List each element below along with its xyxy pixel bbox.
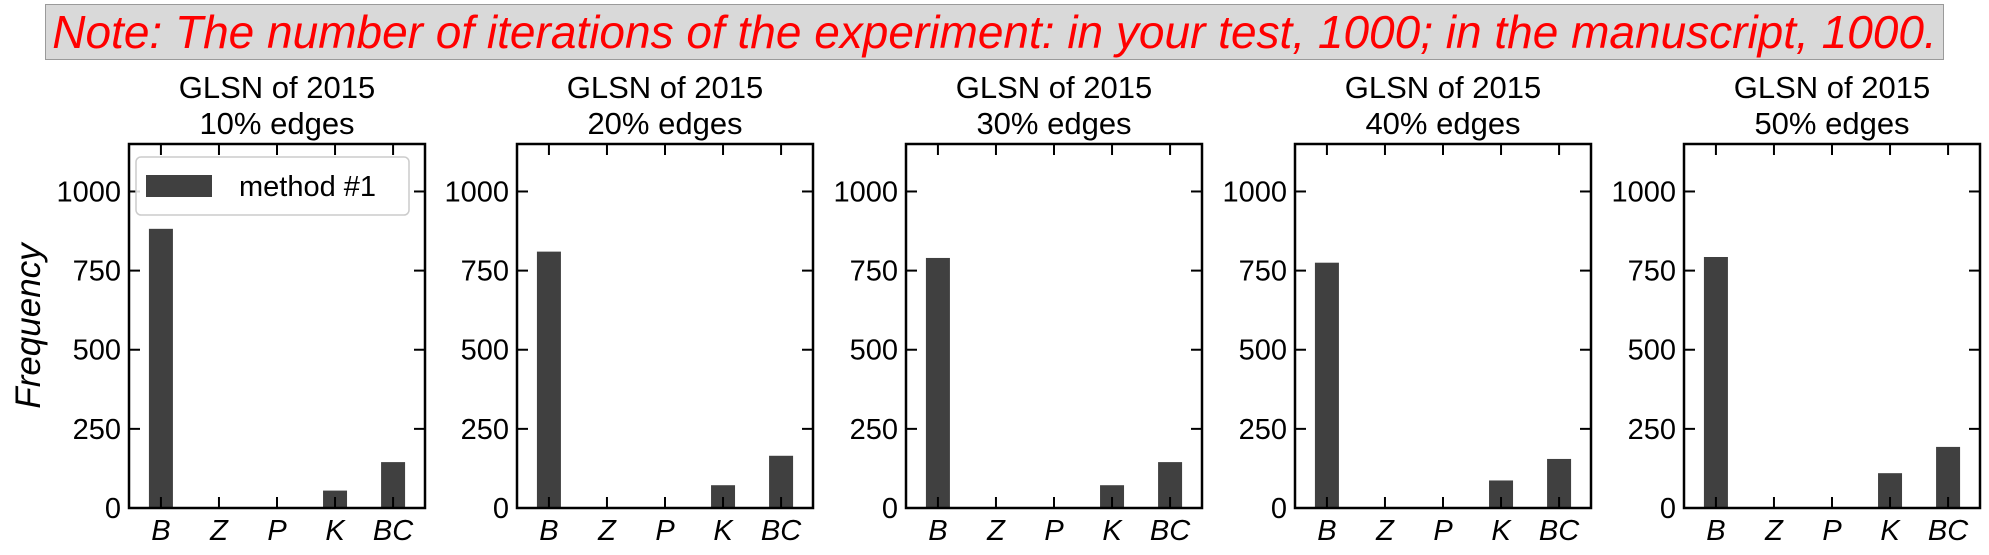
y-tick-label: 0	[882, 493, 898, 525]
legend-swatch	[146, 175, 212, 197]
y-tick-label: 500	[73, 335, 121, 367]
x-tick-label-bc: BC	[1928, 515, 1969, 547]
chart-title-line: GLSN of 2015	[956, 70, 1152, 105]
y-tick-label: 0	[105, 493, 121, 525]
bar-b	[925, 257, 950, 508]
x-tick-label-bc: BC	[761, 515, 802, 547]
chart-panel-1: GLSN of 2015 10% edges 0 250 500 750 1000 B Z P K B…	[9, 70, 427, 547]
iterations-note: Note: The number of iterations of the ex…	[45, 4, 1944, 60]
y-tick-label: 0	[1271, 493, 1287, 525]
plot-frame	[904, 142, 1204, 510]
x-tick-label-p: P	[655, 515, 675, 547]
y-tick-label: 500	[1239, 335, 1287, 367]
bar-b	[1703, 256, 1728, 508]
y-tick-label: 1000	[444, 176, 509, 208]
y-tick-label: 0	[493, 493, 509, 525]
chart-title: GLSN of 2015 30% edges	[956, 70, 1152, 141]
chart-title: GLSN of 2015 20% edges	[567, 70, 763, 141]
y-tick-label: 500	[1628, 335, 1676, 367]
legend-box	[135, 156, 410, 216]
x-tick-label-p: P	[1822, 515, 1842, 547]
plot-frame	[1682, 142, 1982, 510]
x-tick-label-k: K	[1491, 515, 1512, 547]
y-tick-label: 500	[461, 335, 509, 367]
chart-title-line: 40% edges	[1365, 106, 1520, 141]
chart-title: GLSN of 2015 10% edges	[179, 70, 375, 141]
y-tick-label: 250	[73, 414, 121, 446]
y-tick-label: 250	[1628, 414, 1676, 446]
y-tick-label: 250	[461, 414, 509, 446]
y-tick-label: 750	[461, 256, 509, 288]
plot-frame	[1293, 142, 1593, 510]
y-tick-label: 1000	[1222, 176, 1287, 208]
chart-title-line: GLSN of 2015	[179, 70, 375, 105]
chart-title-line: GLSN of 2015	[1345, 70, 1541, 105]
x-tick-label-b: B	[1706, 515, 1725, 547]
y-tick-label: 750	[850, 256, 898, 288]
bar-b	[148, 228, 173, 508]
y-axis-label: Frequency	[9, 241, 48, 409]
x-tick-label-k: K	[713, 515, 734, 547]
chart-title-line: GLSN of 2015	[567, 70, 763, 105]
plot-frame	[515, 142, 815, 510]
x-tick-label-b: B	[539, 515, 558, 547]
x-tick-label-z: Z	[1764, 515, 1784, 547]
y-tick-label: 500	[850, 335, 898, 367]
y-tick-label: 250	[1239, 414, 1287, 446]
chart-panel-4: GLSN of 2015 40% edges 0 250 500 750 1000 B Z P K B…	[1222, 70, 1593, 547]
chart-title: GLSN of 2015 40% edges	[1345, 70, 1541, 141]
x-tick-label-z: Z	[209, 515, 229, 547]
y-tick-label: 750	[1239, 256, 1287, 288]
legend-label: method #1	[239, 171, 376, 203]
y-tick-label: 250	[850, 414, 898, 446]
x-tick-label-b: B	[151, 515, 170, 547]
y-tick-label: 1000	[833, 176, 898, 208]
x-tick-label-bc: BC	[1150, 515, 1191, 547]
x-tick-label-z: Z	[986, 515, 1006, 547]
x-tick-label-z: Z	[597, 515, 617, 547]
bar-b	[536, 251, 561, 509]
x-tick-label-b: B	[928, 515, 947, 547]
chart-panel-5: GLSN of 2015 50% edges 0 250 500 750 1000 B Z P K B…	[1611, 70, 1982, 547]
x-tick-label-k: K	[1102, 515, 1123, 547]
y-tick-label: 750	[73, 256, 121, 288]
bar-b	[1314, 262, 1339, 508]
x-tick-label-bc: BC	[1539, 515, 1580, 547]
x-tick-label-bc: BC	[373, 515, 414, 547]
x-tick-label-p: P	[1044, 515, 1064, 547]
legend: method #1	[135, 156, 410, 216]
bar-k	[1100, 485, 1125, 508]
chart-panel-2: GLSN of 2015 20% edges 0 250 500 750 1000 B Z P K B…	[444, 70, 815, 547]
y-tick-label: 1000	[56, 176, 121, 208]
chart-title-line: 30% edges	[976, 106, 1131, 141]
chart-title: GLSN of 2015 50% edges	[1734, 70, 1930, 141]
y-tick-label: 1000	[1611, 176, 1676, 208]
x-tick-label-k: K	[1880, 515, 1901, 547]
x-tick-label-p: P	[1433, 515, 1453, 547]
chart-title-line: 20% edges	[587, 106, 742, 141]
chart-title-line: GLSN of 2015	[1734, 70, 1930, 105]
x-tick-label-p: P	[267, 515, 287, 547]
x-tick-label-b: B	[1317, 515, 1336, 547]
chart-title-line: 10% edges	[199, 106, 354, 141]
y-tick-label: 750	[1628, 256, 1676, 288]
x-tick-label-z: Z	[1375, 515, 1395, 547]
y-tick-label: 0	[1660, 493, 1676, 525]
bar-k	[711, 485, 736, 508]
chart-panel-3: GLSN of 2015 30% edges 0 250 500 750 1000 B Z P K B…	[833, 70, 1204, 547]
x-tick-label-k: K	[325, 515, 346, 547]
chart-title-line: 50% edges	[1754, 106, 1909, 141]
